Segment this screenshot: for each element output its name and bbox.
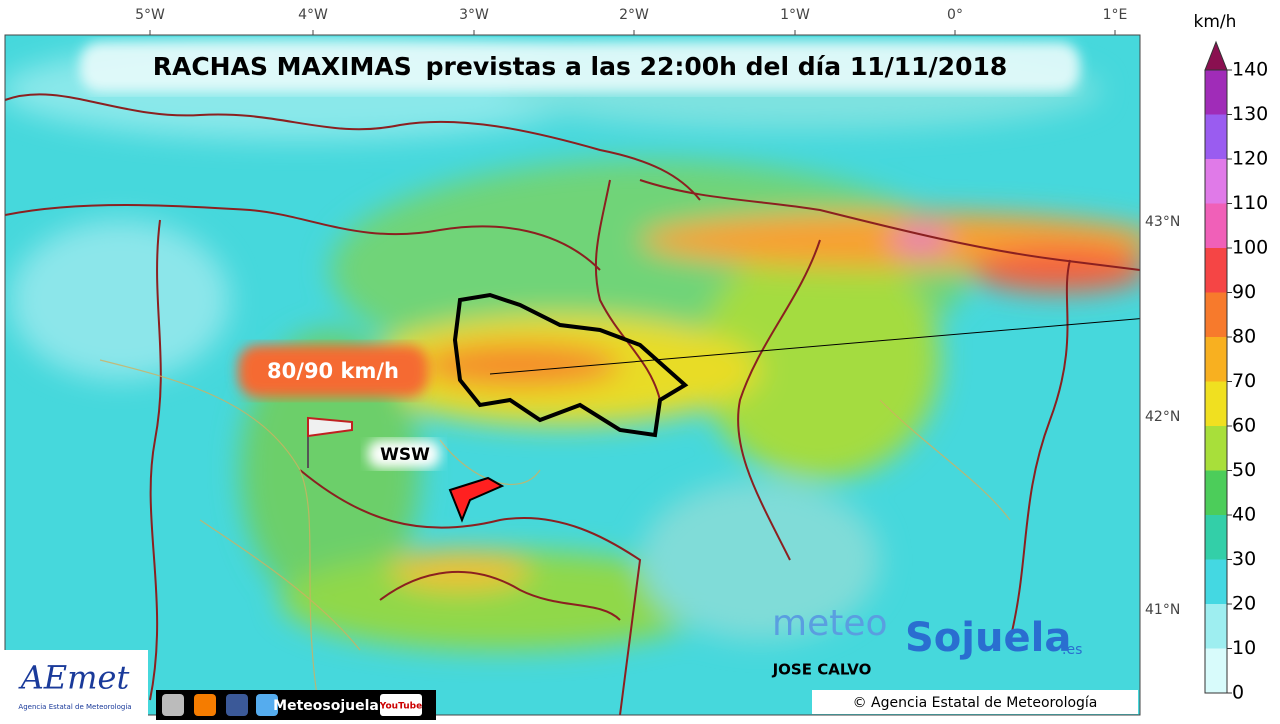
logo: AEmet [18, 659, 130, 697]
youtube-label: YouTube [379, 702, 422, 712]
icon-instagram [162, 694, 184, 716]
colorbar-tick-label: 60 [1232, 415, 1256, 437]
longitude-label: 4°W [298, 7, 328, 23]
borders [5, 93, 1140, 715]
colorbar-segment [1205, 648, 1227, 693]
colorbar-cap [1204, 40, 1228, 71]
direction-badge [368, 440, 440, 468]
icon-twitter [256, 694, 278, 716]
colorbar-segment [1205, 292, 1227, 337]
colorbar-segment [1205, 203, 1227, 248]
pointer-line [489, 318, 1140, 375]
copyright: © Agencia Estatal de Meteorología [853, 695, 1098, 711]
icon-facebook [226, 694, 248, 716]
colorbar-tick-label: 100 [1232, 237, 1268, 259]
title-main: RACHAS MAXIMAS [153, 52, 412, 81]
colorbar-tick-label: 10 [1232, 637, 1256, 659]
map: 80/90 km/h WSW RACHAS MAXIMAS previstas … [5, 35, 1140, 715]
colorbar-tick-label: 30 [1232, 548, 1256, 570]
youtube-box [380, 694, 422, 716]
axis-labels: 5°W 4°W 3°W 2°W 1°W 0° 1°E 43°N 42°N 41°N [135, 7, 1180, 618]
gust-badge [238, 345, 428, 397]
windsock [307, 416, 353, 438]
direction-label: WSW [380, 445, 430, 465]
title-rest: previstas a las 22:00h del día 11/11/201… [426, 52, 1008, 81]
colorbar-segment [1205, 604, 1227, 649]
colorbar-unit: km/h [1194, 12, 1237, 32]
la-rioja-outline [452, 292, 689, 438]
latitude-label: 42°N [1145, 409, 1180, 425]
title: RACHAS MAXIMAS previstas a las 22:00h de… [153, 52, 1008, 81]
colorbar-tick-label: 80 [1232, 326, 1256, 348]
latitude-label: 43°N [1145, 214, 1180, 230]
brand: Sojuela [905, 615, 1071, 661]
gust-label: 80/90 km/h [267, 359, 399, 383]
colorbar-segment [1205, 70, 1227, 115]
logo-sub: Agencia Estatal de Meteorología [18, 703, 131, 711]
colorbar-segment [1205, 337, 1227, 382]
longitude-label: 1°W [780, 7, 810, 23]
colorbar-tick-label: 120 [1232, 148, 1268, 170]
longitude-label: 0° [947, 7, 963, 23]
latitude-label: 41°N [1145, 602, 1180, 618]
colorbar-segment [1205, 559, 1227, 604]
colorbar-tick-label: 130 [1232, 103, 1268, 125]
colorbar-segment [1205, 159, 1227, 204]
colorbar-tick-label: 140 [1232, 59, 1268, 81]
copyright-bg [812, 690, 1138, 714]
brand-prefix: meteo [772, 603, 888, 644]
colorbar-segment [1205, 114, 1227, 159]
social-handle: Meteosojuela [273, 698, 379, 714]
colorbar-segment [1205, 515, 1227, 560]
colorbar-segment [1205, 381, 1227, 426]
colorbar-tick-label: 50 [1232, 459, 1256, 481]
colorbar-tick-label: 0 [1232, 682, 1244, 704]
colorbar-tick-label: 110 [1232, 192, 1268, 214]
colorbar: 0 10 20 30 40 50 60 70 80 90 100 110 120 130 140 [1204, 40, 1268, 704]
colorbar-segment [1205, 470, 1227, 515]
author: JOSE CALVO [772, 661, 872, 679]
colorbar-tick-label: 70 [1232, 370, 1256, 392]
map-frame [4, 34, 1141, 716]
colorbar-tick-label: 90 [1232, 281, 1256, 303]
longitude-label: 1°E [1103, 7, 1128, 23]
longitude-label: 3°W [459, 7, 489, 23]
longitude-label: 5°W [135, 7, 165, 23]
title-bg [80, 42, 1080, 92]
brand-suffix: .es [1062, 642, 1082, 658]
colorbar-tick-label: 40 [1232, 504, 1256, 526]
province-lines [99, 359, 1011, 715]
logo-box [2, 650, 148, 718]
colorbar-segment [1205, 248, 1227, 293]
colorbar-tick-label: 20 [1232, 593, 1256, 615]
longitude-label: 2°W [619, 7, 649, 23]
colorbar-segment [1205, 426, 1227, 471]
icon-blogger [194, 694, 216, 716]
wind-arrow [448, 476, 505, 523]
